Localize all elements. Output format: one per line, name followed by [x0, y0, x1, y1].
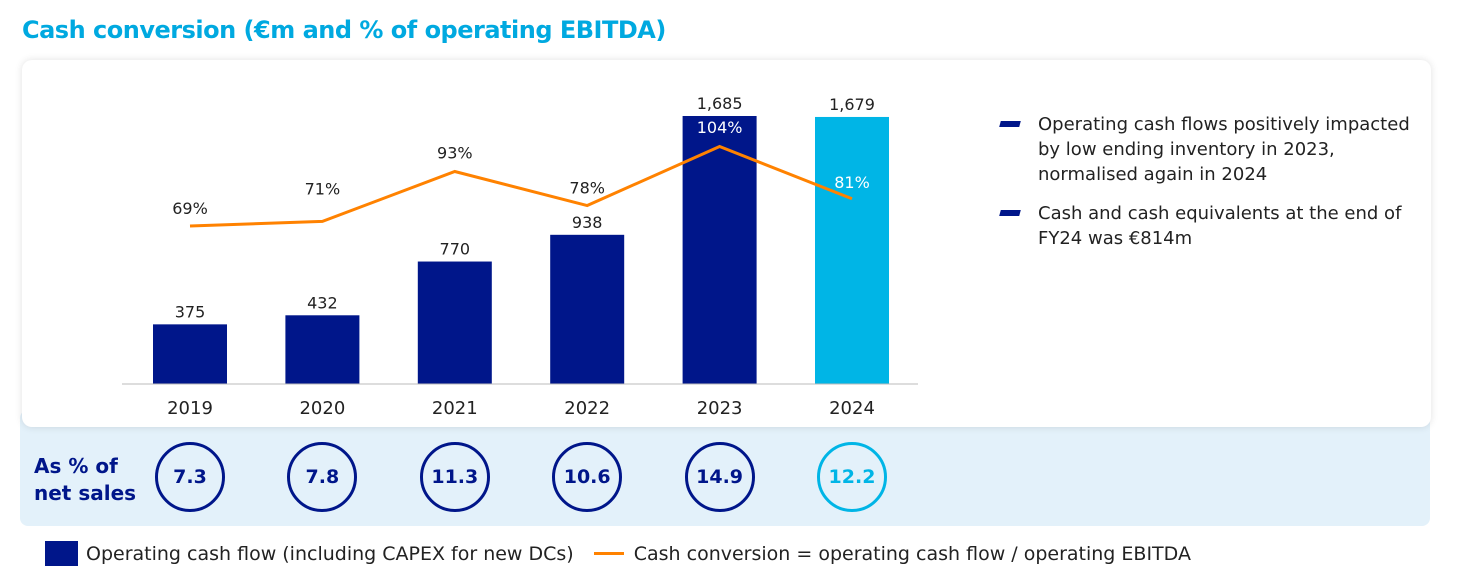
x-tick-label: 2021: [432, 398, 478, 419]
line-value-label: 104%: [697, 118, 743, 137]
chart-title: Cash conversion (€m and % of operating E…: [22, 16, 666, 44]
x-tick-label: 2022: [564, 398, 610, 419]
net-sales-circle: 10.6: [552, 442, 623, 512]
line-value-label: 71%: [305, 179, 341, 198]
bar: [285, 315, 360, 384]
x-tick-label: 2019: [167, 398, 213, 419]
cash-conversion-line: [189, 144, 853, 228]
line-value-label: 78%: [569, 179, 605, 198]
bullet-icon: [999, 121, 1021, 127]
net-sales-label: As % of net sales: [34, 454, 137, 505]
bar-value-label: 938: [572, 213, 603, 232]
net-sales-circle: 7.3: [155, 442, 225, 512]
legend: Operating cash flow (including CAPEX for…: [45, 541, 1191, 566]
x-tick-label: 2023: [697, 398, 743, 419]
notes: Operating cash flows positively impacted…: [999, 112, 1420, 265]
bar-value-label: 770: [440, 240, 471, 259]
net-sales-circle: 7.8: [287, 442, 358, 512]
net-sales-circle: 11.3: [419, 442, 490, 512]
bar: [815, 116, 889, 385]
line-value-label: 69%: [172, 199, 208, 218]
bar-value-label: 375: [175, 302, 206, 321]
bar-value-label: 1,679: [829, 95, 875, 114]
x-tick-label: 2020: [299, 398, 345, 419]
bar: [682, 116, 757, 384]
bar-value-label: 1,685: [697, 94, 743, 113]
legend-line-swatch: [593, 552, 624, 555]
net-sales-circle: 12.2: [817, 442, 887, 512]
bar: [550, 234, 625, 384]
note-text: Cash and cash equivalents at the end of …: [1038, 203, 1402, 249]
net-sales-circle: 14.9: [684, 442, 755, 512]
x-tick-label: 2024: [829, 398, 875, 419]
line-value-label: 81%: [834, 173, 870, 192]
bar-value-label: 432: [307, 293, 338, 312]
note-item: Cash and cash equivalents at the end of …: [999, 201, 1420, 251]
line-value-label: 93%: [437, 143, 473, 162]
bar: [153, 324, 227, 384]
note-text: Operating cash flows positively impacted…: [1038, 114, 1410, 185]
legend-bar-swatch: [45, 541, 78, 566]
legend-line-label: Cash conversion = operating cash flow / …: [633, 542, 1191, 565]
bullet-icon: [999, 210, 1021, 216]
bar: [417, 261, 492, 384]
note-item: Operating cash flows positively impacted…: [999, 112, 1420, 187]
legend-bar-label: Operating cash flow (including CAPEX for…: [86, 542, 574, 565]
